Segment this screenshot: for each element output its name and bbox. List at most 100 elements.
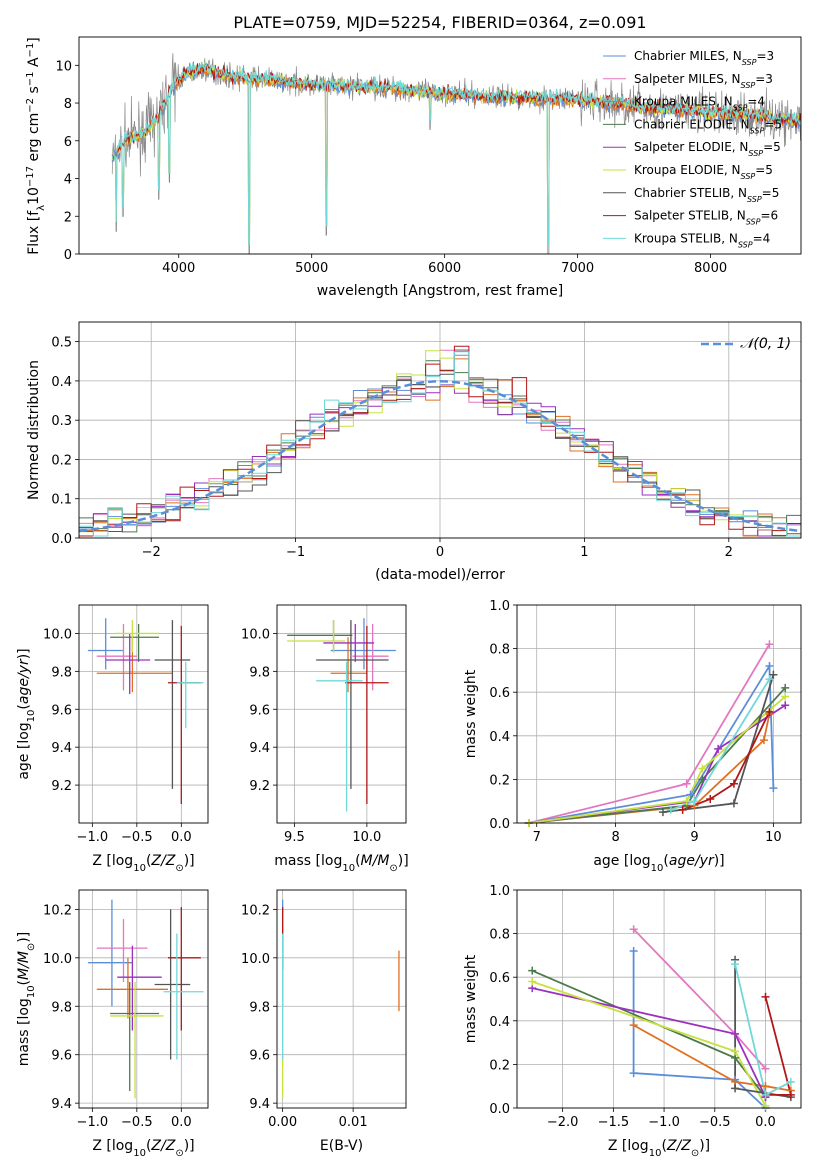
series-marker <box>759 736 768 745</box>
y-tick-label: 9.2 <box>249 779 270 794</box>
x-axis-label: (data-model)/error <box>375 567 505 583</box>
legend-name: Kroupa ELODIE, N <box>634 163 741 177</box>
series-line <box>632 951 767 1108</box>
series-marker <box>729 779 738 788</box>
x-axis-label-part: ⊙ <box>691 1148 699 1159</box>
series-marker <box>706 795 715 804</box>
legend-value: =5 <box>762 186 780 200</box>
figure-title: PLATE=0759, MJD=52254, FIBERID=0364, z=0… <box>233 13 646 32</box>
y-tick-label: 10.0 <box>241 952 270 967</box>
y-axis-label: age [log10(age/yr)] <box>16 648 37 779</box>
legend-value: =5 <box>764 117 782 131</box>
x-axis-label-part: )] <box>184 853 195 869</box>
y-tick-label: 0.0 <box>489 817 510 832</box>
legend-value: =3 <box>756 49 774 63</box>
series-marker <box>731 1084 740 1093</box>
series-line <box>632 928 767 1070</box>
y-axis-label-part: 10 <box>26 710 37 723</box>
x-tick-label: 2 <box>725 545 733 560</box>
legend-value: =3 <box>755 72 773 86</box>
legend-name: Chabrier STELIB, N <box>634 186 747 200</box>
axes-frame <box>78 321 802 539</box>
y-tick-label: 1.0 <box>489 884 510 899</box>
x-tick-label: −2 <box>142 545 161 560</box>
legend-entry: Salpeter ELODIE, NSSP=5 <box>634 140 781 158</box>
x-tick-label: −0.5 <box>699 1115 731 1130</box>
legend-subscript: SSP <box>750 126 765 135</box>
legend-entry: Salpeter STELIB, NSSP=6 <box>634 209 778 227</box>
series-marker <box>690 797 699 806</box>
y-tick-label: 1.0 <box>489 599 510 614</box>
series-marker <box>781 683 790 692</box>
series-marker <box>682 797 691 806</box>
x-tick-label: 10.0 <box>352 830 381 845</box>
x-tick-label: −1 <box>286 545 305 560</box>
series-line <box>528 662 775 823</box>
legend-name: Kroupa STELIB, N <box>634 231 738 245</box>
series-marker <box>714 744 723 753</box>
x-tick-label: 0.0 <box>171 830 192 845</box>
x-axis-label-part: age/yr <box>669 853 715 869</box>
axes-frame <box>78 604 209 824</box>
series-marker <box>765 640 774 649</box>
y-tick-label: 0.6 <box>489 686 510 701</box>
series-marker <box>761 1090 770 1099</box>
y-tick-label: 0.3 <box>51 414 72 429</box>
y-tick-label: 9.6 <box>249 1049 270 1064</box>
plot-area-age-vs-metallicity <box>79 605 208 823</box>
y-tick-label: 9.6 <box>51 1049 72 1064</box>
series-line <box>764 996 793 1096</box>
x-axis-label-part: Z/Z <box>150 853 175 869</box>
series-marker <box>769 670 778 679</box>
y-axis-label-part: Flux [f <box>26 210 42 255</box>
y-axis-label-part: A <box>26 57 42 71</box>
x-tick-label: 9.5 <box>284 830 305 845</box>
x-axis-label-part: ( <box>663 853 668 869</box>
plot-area-residuals <box>79 322 801 538</box>
legend-entry: Kroupa STELIB, NSSP=4 <box>634 231 770 249</box>
series-marker <box>629 1021 638 1030</box>
y-tick-label: 0.2 <box>51 453 72 468</box>
x-axis-label-part: 10 <box>133 1148 146 1159</box>
y-axis-label-part: mass [log <box>16 998 32 1066</box>
series-marker <box>658 808 667 817</box>
y-axis-label: mass weight <box>463 669 479 758</box>
y-axis-label-part: M/M <box>16 951 32 980</box>
y-axis-label-part: −1 <box>25 71 36 86</box>
series-marker <box>682 779 691 788</box>
axes-mass-weight-vs-age: 7 8 9 10 0.0 0.2 0.4 0.6 0.8 1.0 mass weight age [l… <box>463 599 802 874</box>
x-tick-label: −1.0 <box>77 830 109 845</box>
y-axis-label: mass [log10(M/M⊙)] <box>16 932 37 1066</box>
axes-residuals: −2 −1 0 1 2 0.0 0.1 0.2 0.3 0.4 0.5 𝒩(0, 1) (data-mo… <box>26 321 802 583</box>
y-axis-label-part: ] <box>26 37 42 42</box>
legend-name: Salpeter MILES, N <box>634 72 741 86</box>
legend-entry: 𝒩(0, 1) <box>740 336 791 352</box>
series-marker <box>786 1090 795 1099</box>
legend-value: =4 <box>753 231 771 245</box>
series-marker <box>731 1047 740 1056</box>
axes-frame <box>276 604 407 824</box>
series-marker <box>765 662 774 671</box>
plot-area-age-vs-mass <box>277 605 406 823</box>
series-line <box>531 980 767 1107</box>
y-axis-label-part: age/yr <box>16 658 32 704</box>
series-marker <box>761 1101 770 1110</box>
legend-entry: Chabrier STELIB, NSSP=5 <box>634 186 779 204</box>
x-axis-label: mass [log10(M/M⊙)] <box>274 853 408 874</box>
series-marker <box>765 675 774 684</box>
x-axis-label-part: mass [log <box>274 853 342 869</box>
y-tick-label: 9.8 <box>51 665 72 680</box>
model-spectrum-line <box>111 61 801 246</box>
y-tick-label: 0.5 <box>51 336 72 351</box>
y-tick-label: 9.8 <box>51 1000 72 1015</box>
x-tick-label: −1.5 <box>598 1115 630 1130</box>
y-axis-label-part: λ <box>36 205 47 211</box>
y-tick-label: 0.2 <box>489 1058 510 1073</box>
x-axis-label-part: ( <box>661 1138 666 1154</box>
series-marker <box>786 1077 795 1086</box>
y-axis-label: Flux [fλ10−17 erg cm−2 s−1 A−1] <box>25 37 47 255</box>
series-marker <box>686 790 695 799</box>
x-axis-label-part: M/M <box>361 853 390 869</box>
x-axis-label-part: ( <box>146 853 151 869</box>
